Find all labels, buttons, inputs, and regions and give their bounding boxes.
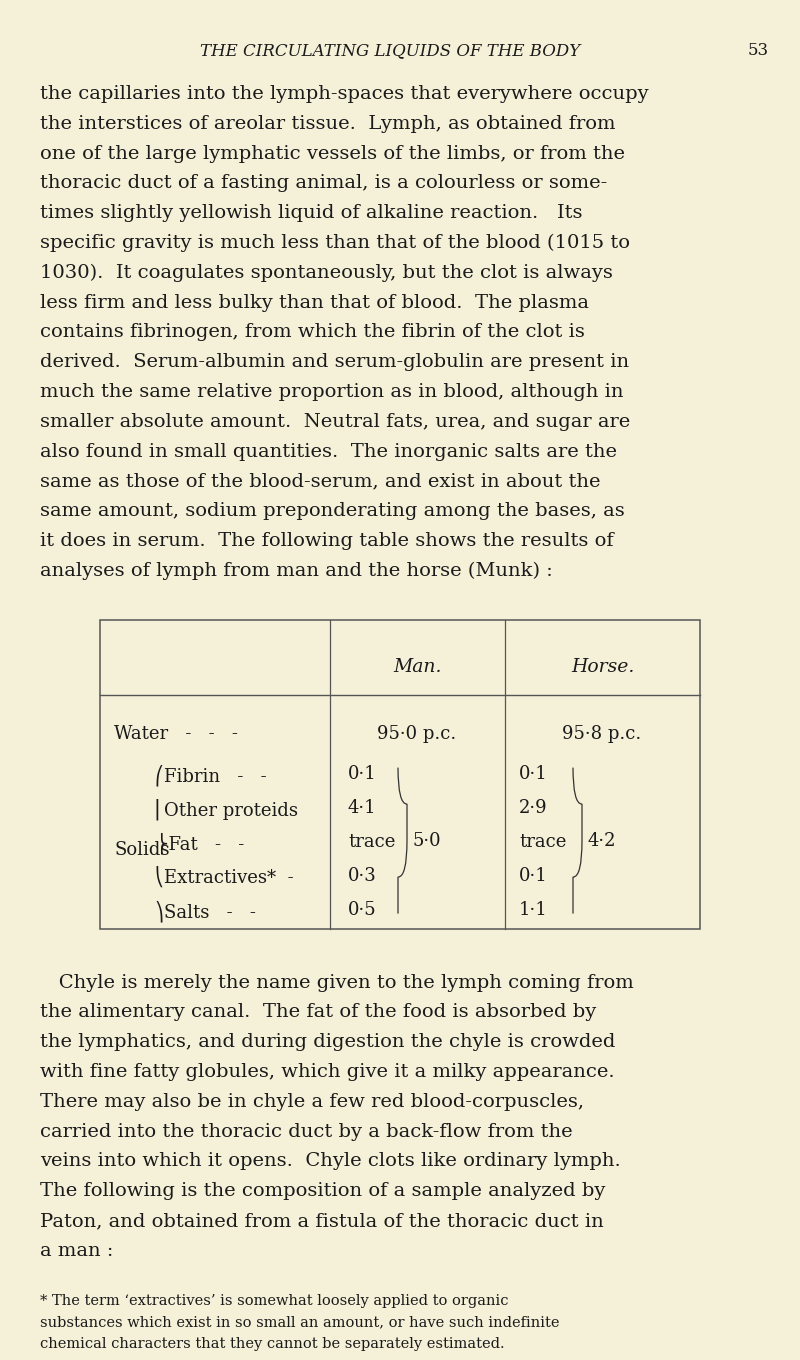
Text: a man :: a man : [40,1242,114,1259]
Text: There may also be in chyle a few red blood-corpuscles,: There may also be in chyle a few red blo… [40,1093,584,1111]
Text: The following is the composition of a sample analyzed by: The following is the composition of a sa… [40,1182,606,1201]
Text: thoracic duct of a fasting animal, is a colourless or some-: thoracic duct of a fasting animal, is a … [40,174,607,192]
Text: 0·1: 0·1 [519,764,548,782]
Text: trace: trace [348,832,395,850]
Text: the alimentary canal.  The fat of the food is absorbed by: the alimentary canal. The fat of the foo… [40,1004,596,1021]
Text: THE CIRCULATING LIQUIDS OF THE BODY: THE CIRCULATING LIQUIDS OF THE BODY [200,42,580,58]
Text: the interstices of areolar tissue.  Lymph, as obtained from: the interstices of areolar tissue. Lymph… [40,114,615,133]
Text: 1·1: 1·1 [519,900,548,918]
Text: 53: 53 [748,42,769,58]
Text: ⎞Salts   -   -: ⎞Salts - - [155,900,256,922]
Text: chemical characters that they cannot be separately estimated.: chemical characters that they cannot be … [40,1337,505,1350]
Text: the lymphatics, and during digestion the chyle is crowded: the lymphatics, and during digestion the… [40,1034,615,1051]
Text: carried into the thoracic duct by a back-flow from the: carried into the thoracic duct by a back… [40,1122,573,1141]
Text: analyses of lymph from man and the horse (Munk) :: analyses of lymph from man and the horse… [40,562,553,581]
Text: less firm and less bulky than that of blood.  The plasma: less firm and less bulky than that of bl… [40,294,589,311]
Text: contains fibrinogen, from which the fibrin of the clot is: contains fibrinogen, from which the fibr… [40,324,585,341]
Text: ⎝Extractives*  -: ⎝Extractives* - [155,866,294,888]
Text: * The term ‘extractives’ is somewhat loosely applied to organic: * The term ‘extractives’ is somewhat loo… [40,1293,509,1307]
Text: Man.: Man. [394,658,442,676]
Text: 0·1: 0·1 [348,764,377,782]
Text: 1030).  It coagulates spontaneously, but the clot is always: 1030). It coagulates spontaneously, but … [40,264,613,282]
Text: 95·8 p.c.: 95·8 p.c. [562,725,642,743]
Text: ⎛Fibrin   -   -: ⎛Fibrin - - [155,764,266,786]
Text: 5·0: 5·0 [412,831,441,850]
Text: smaller absolute amount.  Neutral fats, urea, and sugar are: smaller absolute amount. Neutral fats, u… [40,413,630,431]
Bar [100,620,700,929]
Text: Solids: Solids [114,840,170,858]
Text: derived.  Serum-albumin and serum-globulin are present in: derived. Serum-albumin and serum-globuli… [40,354,629,371]
Text: same amount, sodium preponderating among the bases, as: same amount, sodium preponderating among… [40,502,625,521]
Text: 4·2: 4·2 [587,831,615,850]
Text: times slightly yellowish liquid of alkaline reaction.   Its: times slightly yellowish liquid of alkal… [40,204,582,222]
Text: one of the large lymphatic vessels of the limbs, or from the: one of the large lymphatic vessels of th… [40,144,625,163]
Text: veins into which it opens.  Chyle clots like ordinary lymph.: veins into which it opens. Chyle clots l… [40,1152,621,1171]
Text: it does in serum.  The following table shows the results of: it does in serum. The following table sh… [40,532,614,549]
Text: same as those of the blood-serum, and exist in about the: same as those of the blood-serum, and ex… [40,472,601,491]
Text: ⎜Other proteids: ⎜Other proteids [155,798,298,820]
Text: also found in small quantities.  The inorganic salts are the: also found in small quantities. The inor… [40,442,617,461]
Text: 2·9: 2·9 [519,798,548,816]
Text: specific gravity is much less than that of the blood (1015 to: specific gravity is much less than that … [40,234,630,252]
Text: Chyle is merely the name given to the lymph coming from: Chyle is merely the name given to the ly… [40,974,634,991]
Text: much the same relative proportion as in blood, although in: much the same relative proportion as in … [40,384,623,401]
Text: Water   -   -   -: Water - - - [114,725,238,743]
Text: trace: trace [519,832,566,850]
Text: 95·0 p.c.: 95·0 p.c. [378,725,457,743]
Text: Horse.: Horse. [571,658,634,676]
Text: with fine fatty globules, which give it a milky appearance.: with fine fatty globules, which give it … [40,1064,614,1081]
Text: 0·5: 0·5 [348,900,377,918]
Text: 0·3: 0·3 [348,866,377,884]
Text: 4·1: 4·1 [348,798,377,816]
Text: 0·1: 0·1 [519,866,548,884]
Text: ⎬Fat   -   -: ⎬Fat - - [155,832,244,854]
Text: the capillaries into the lymph-spaces that everywhere occupy: the capillaries into the lymph-spaces th… [40,84,649,103]
Text: Paton, and obtained from a fistula of the thoracic duct in: Paton, and obtained from a fistula of th… [40,1212,604,1229]
Text: substances which exist in so small an amount, or have such indefinite: substances which exist in so small an am… [40,1315,559,1329]
